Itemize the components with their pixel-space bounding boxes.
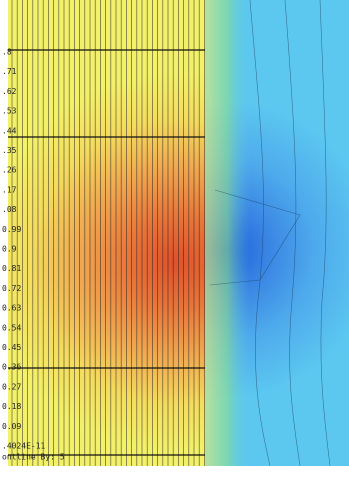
contour-level-label: .71 xyxy=(2,67,17,76)
contour-plot: .8 .71 .62 .53 .44 .35 .26 .17 .08 0.99 0.9 0.81 0.7… xyxy=(0,0,349,481)
contour-level-label: .62 xyxy=(2,87,17,96)
warm-region xyxy=(8,0,205,466)
contour-level-label: 0.99 xyxy=(2,225,21,234)
contour-level-label: .35 xyxy=(2,146,17,155)
contour-level-label: .26 xyxy=(2,166,17,175)
contour-level-label: .8 xyxy=(2,48,12,57)
footer-text: ontline By: 5 xyxy=(2,453,65,462)
page: .8 .71 .62 .53 .44 .35 .26 .17 .08 0.99 0.9 0.81 0.7… xyxy=(0,0,349,481)
contour-level-label: 0.81 xyxy=(2,264,21,273)
transition-band xyxy=(205,0,250,466)
footer-text: .4024E-11 xyxy=(2,442,46,451)
contour-level-label: .08 xyxy=(2,205,17,214)
contour-level-label: .17 xyxy=(2,185,17,194)
contour-level-label: 0.18 xyxy=(2,402,21,411)
contour-level-label: 0.27 xyxy=(2,382,21,391)
contour-level-label: 0.63 xyxy=(2,304,21,313)
contour-level-label: 0.72 xyxy=(2,284,21,293)
contour-level-label: 0.9 xyxy=(2,245,17,254)
contour-level-label: .44 xyxy=(2,126,17,135)
contour-level-label: 0.09 xyxy=(2,422,21,431)
contour-level-label: 0.36 xyxy=(2,363,21,372)
contour-level-label: .53 xyxy=(2,107,17,116)
contour-level-label: 0.54 xyxy=(2,323,21,332)
contour-level-label: 0.45 xyxy=(2,343,21,352)
